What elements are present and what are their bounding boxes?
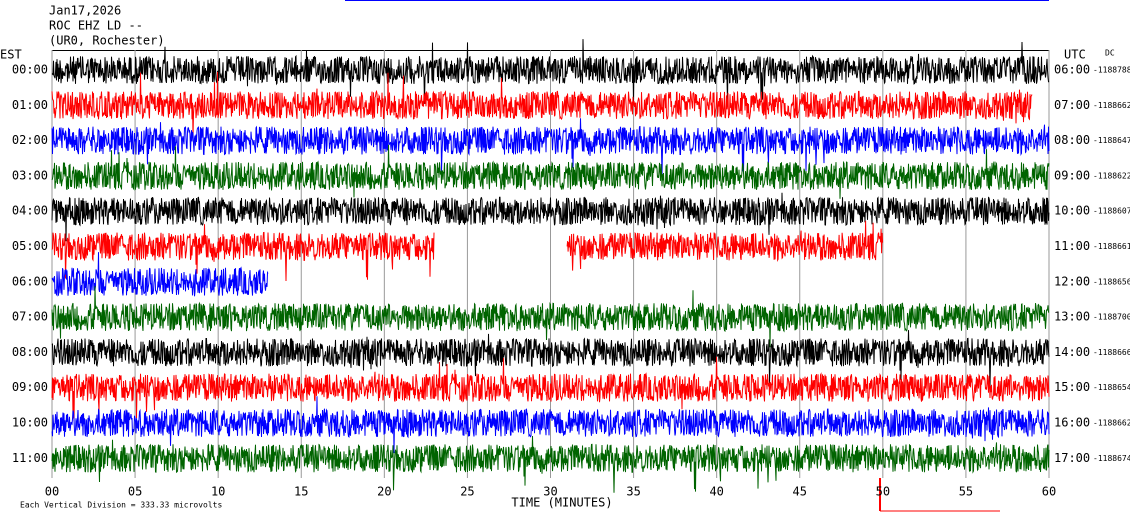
row-dc: -1188700 xyxy=(1093,313,1130,322)
x-axis-label: TIME (MINUTES) xyxy=(511,496,612,510)
x-tick-label: 05 xyxy=(128,485,142,499)
left-axis-label: EST xyxy=(0,48,22,62)
row-time-est: 04:00 xyxy=(12,204,48,218)
trace xyxy=(51,356,1050,422)
row-time-utc: 06:00 xyxy=(1054,63,1090,77)
x-tick-label: 40 xyxy=(709,485,723,499)
footer: Each Vertical Division = 333.33 microvol… xyxy=(20,501,222,510)
row-dc: -1188662 xyxy=(1093,101,1130,110)
trace xyxy=(51,252,269,297)
row-dc: -1188788 xyxy=(1093,66,1130,75)
x-tick-label: 45 xyxy=(793,485,807,499)
row-dc: -1188654 xyxy=(1093,383,1130,392)
row-dc: -1188662 xyxy=(1093,419,1130,428)
row-time-est: 11:00 xyxy=(12,451,48,465)
row-time-est: 06:00 xyxy=(12,274,48,288)
trace xyxy=(51,144,1050,199)
title-line: ROC EHZ LD -- xyxy=(49,19,143,33)
row-time-utc: 17:00 xyxy=(1054,451,1090,465)
title-line: Jan17,2026 xyxy=(49,4,121,18)
row-time-utc: 13:00 xyxy=(1054,310,1090,324)
x-tick-label: 30 xyxy=(543,485,557,499)
trace xyxy=(51,39,1050,104)
row-time-est: 07:00 xyxy=(12,310,48,324)
right-axis-label: UTC xyxy=(1064,48,1086,62)
row-dc: -1188647 xyxy=(1093,136,1130,145)
row-dc: -1188674 xyxy=(1093,454,1130,463)
row-time-utc: 10:00 xyxy=(1054,204,1090,218)
row-time-est: 05:00 xyxy=(12,239,48,253)
trace xyxy=(51,330,1050,387)
x-tick-label: 50 xyxy=(876,485,890,499)
row-time-utc: 11:00 xyxy=(1054,239,1090,253)
trace xyxy=(51,192,1050,242)
row-time-est: 00:00 xyxy=(12,63,48,77)
row-time-utc: 15:00 xyxy=(1054,380,1090,394)
row-time-utc: 08:00 xyxy=(1054,133,1090,147)
title-line: (UR0, Rochester) xyxy=(49,34,165,48)
x-tick-label: 55 xyxy=(959,485,973,499)
x-tick-label: 60 xyxy=(1042,485,1056,499)
row-time-utc: 14:00 xyxy=(1054,345,1090,359)
row-time-est: 08:00 xyxy=(12,345,48,359)
row-dc: -1188607 xyxy=(1093,207,1130,216)
row-time-est: 10:00 xyxy=(12,416,48,430)
x-tick-label: 10 xyxy=(211,485,225,499)
row-time-est: 09:00 xyxy=(12,380,48,394)
trace xyxy=(51,224,435,282)
row-time-utc: 07:00 xyxy=(1054,98,1090,112)
row-dc: -1188656 xyxy=(1093,277,1130,286)
trace xyxy=(51,435,1050,493)
x-tick-label: 35 xyxy=(626,485,640,499)
row-time-est: 03:00 xyxy=(12,168,48,182)
row-dc: -1188622 xyxy=(1093,171,1130,180)
trace xyxy=(51,118,1050,176)
row-dc: -1188661 xyxy=(1093,242,1130,251)
dc-label: DC xyxy=(1105,49,1115,58)
trace xyxy=(566,220,884,271)
trace xyxy=(51,286,1050,348)
row-time-utc: 09:00 xyxy=(1054,168,1090,182)
row-time-est: 02:00 xyxy=(12,133,48,147)
x-tick-label: 25 xyxy=(460,485,474,499)
row-dc: -1188666 xyxy=(1093,348,1130,357)
x-tick-label: 00 xyxy=(45,485,59,499)
row-time-utc: 16:00 xyxy=(1054,416,1090,430)
row-time-est: 01:00 xyxy=(12,98,48,112)
x-tick-label: 20 xyxy=(377,485,391,499)
trace xyxy=(51,396,1050,454)
x-tick-label: 15 xyxy=(294,485,308,499)
trace xyxy=(51,71,1033,137)
row-time-utc: 12:00 xyxy=(1054,274,1090,288)
